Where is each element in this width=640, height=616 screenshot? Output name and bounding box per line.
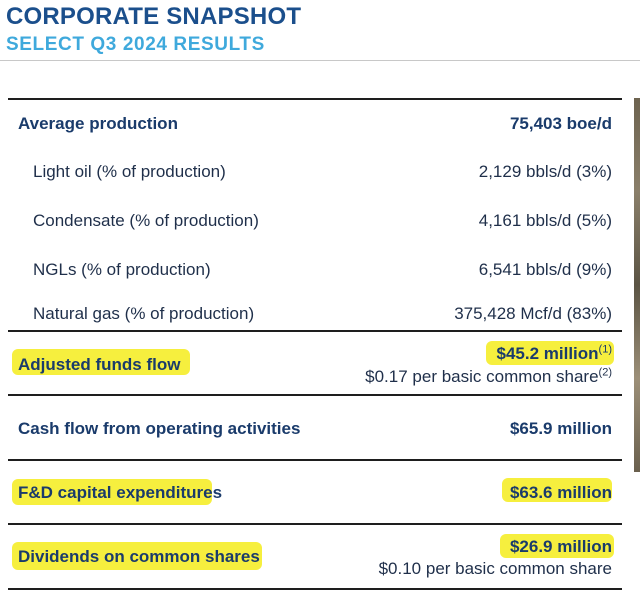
light-oil-value: 2,129 bbls/d (3%) bbox=[478, 162, 612, 181]
adjusted-funds-flow-per-share-note: (2) bbox=[598, 366, 612, 379]
average-production-value: 75,403 boe/d bbox=[509, 114, 612, 133]
rule-after-cash-flow bbox=[8, 459, 622, 461]
highlight-dividends-label bbox=[12, 542, 262, 570]
page-subtitle: SELECT Q3 2024 RESULTS bbox=[6, 34, 265, 55]
cash-flow-ops-label: Cash flow from operating activities bbox=[18, 419, 301, 438]
adjusted-funds-flow-per-share-text: $0.17 per basic common share bbox=[365, 367, 599, 386]
average-production-label: Average production bbox=[18, 114, 178, 133]
highlight-adjusted-funds-flow-label bbox=[12, 349, 190, 375]
dividends-value: $26.9 million bbox=[509, 537, 612, 556]
adjusted-funds-flow-per-share: $0.17 per basic common share(2) bbox=[365, 367, 612, 387]
dividends-per-share: $0.10 per basic common share bbox=[378, 559, 612, 578]
light-oil-label: Light oil (% of production) bbox=[33, 162, 226, 181]
header-divider bbox=[0, 60, 640, 61]
ngls-value: 6,541 bbls/d (9%) bbox=[478, 260, 612, 279]
photo-edge-image bbox=[634, 98, 640, 472]
cash-flow-ops-value: $65.9 million bbox=[509, 419, 612, 438]
adjusted-funds-flow-value: $45.2 million(1) bbox=[497, 344, 613, 364]
rule-after-adjusted-funds-flow bbox=[8, 394, 622, 396]
highlight-fd-capex-value bbox=[502, 478, 612, 502]
adjusted-funds-flow-label: Adjusted funds flow bbox=[18, 355, 181, 374]
highlight-dividends-value bbox=[500, 534, 614, 558]
fd-capex-label: F&D capital expenditures bbox=[18, 483, 223, 502]
highlight-adjusted-funds-flow-value bbox=[486, 341, 614, 365]
page-title: CORPORATE SNAPSHOT bbox=[6, 3, 302, 30]
fd-capex-value: $63.6 million bbox=[509, 483, 612, 502]
ngls-label: NGLs (% of production) bbox=[33, 260, 211, 279]
dividends-label: Dividends on common shares bbox=[18, 547, 260, 566]
adjusted-funds-flow-amount: $45.2 million bbox=[496, 344, 599, 363]
table-bottom-rule bbox=[8, 588, 622, 590]
natural-gas-value: 375,428 Mcf/d (83%) bbox=[454, 304, 612, 323]
table-top-rule bbox=[8, 98, 622, 100]
condensate-label: Condensate (% of production) bbox=[33, 211, 259, 230]
condensate-value: 4,161 bbls/d (5%) bbox=[478, 211, 612, 230]
highlight-fd-capex-label bbox=[12, 479, 212, 505]
rule-after-production bbox=[8, 330, 622, 332]
adjusted-funds-flow-note: (1) bbox=[598, 343, 612, 356]
rule-after-fd-capex bbox=[8, 523, 622, 525]
natural-gas-label: Natural gas (% of production) bbox=[33, 304, 255, 323]
